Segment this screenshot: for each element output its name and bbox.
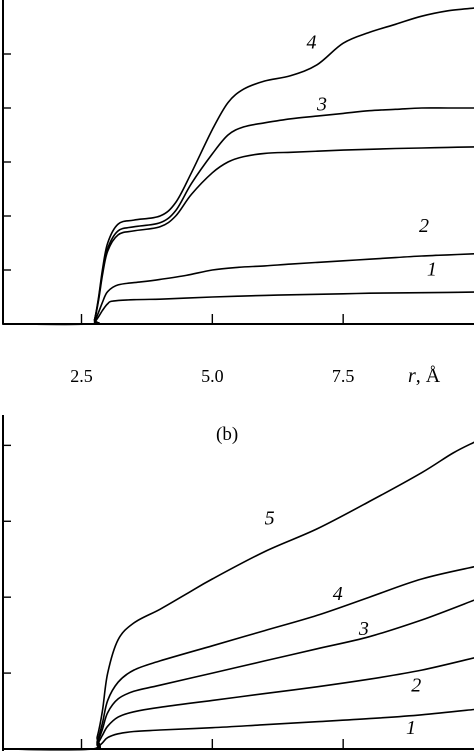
curve-label-4: 4 bbox=[307, 32, 317, 54]
curve-4 bbox=[2, 566, 474, 751]
curve-label-1: 1 bbox=[427, 258, 437, 280]
panel-b-x-ticks bbox=[80, 739, 344, 749]
panel-b-curve-labels: 1 2 34 5 bbox=[265, 507, 422, 739]
panel-a-x-axis-label: r, Å bbox=[408, 365, 441, 387]
curve-4 bbox=[2, 107, 474, 326]
curve-5 bbox=[2, 7, 474, 326]
curve-2 bbox=[2, 253, 474, 325]
panel-b-curves bbox=[2, 441, 474, 751]
curve-3 bbox=[2, 146, 474, 326]
panel-a-x-ticks: 2.5 5.0 7.5 bbox=[70, 314, 354, 386]
curve-label-1: 1 bbox=[406, 717, 416, 739]
curve-label-3: 3 bbox=[358, 618, 369, 640]
curve-5 bbox=[2, 441, 474, 751]
panel-b-title: (b) bbox=[216, 424, 238, 445]
x-tick-label: 7.5 bbox=[332, 366, 355, 386]
panel-b-y-ticks bbox=[3, 444, 11, 674]
x-axis-unit: , Å bbox=[416, 365, 441, 387]
x-axis-variable: r bbox=[408, 365, 416, 387]
curve-label-2: 2 bbox=[411, 674, 421, 696]
curve-label-4: 4 bbox=[333, 583, 343, 605]
curve-label-5: 5 bbox=[265, 507, 275, 529]
panel-b-chart: 1 2 34 5 bbox=[2, 415, 474, 751]
x-tick-label: 2.5 bbox=[70, 366, 93, 386]
panel-a-curves bbox=[2, 7, 474, 326]
curve-1 bbox=[2, 291, 474, 325]
curve-2 bbox=[2, 657, 474, 751]
x-tick-label: 5.0 bbox=[201, 366, 224, 386]
curve-1 bbox=[2, 708, 474, 750]
panel-a-y-ticks bbox=[3, 53, 11, 271]
curve-label-3: 3 bbox=[316, 94, 327, 116]
curve-label-2: 2 bbox=[419, 215, 429, 237]
